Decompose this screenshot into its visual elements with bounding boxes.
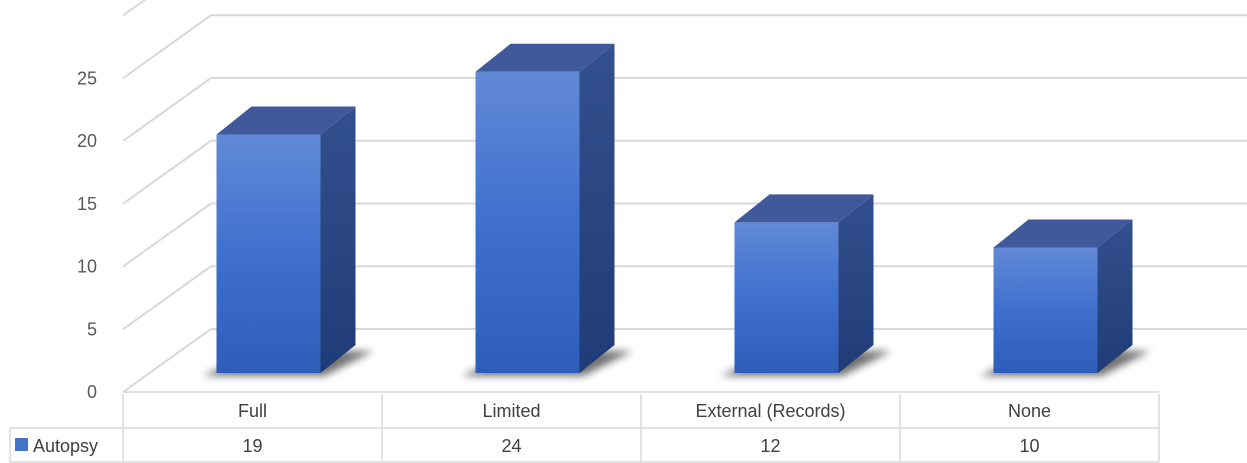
bar xyxy=(720,194,892,376)
bar-front xyxy=(734,222,839,373)
bar-top xyxy=(993,219,1133,248)
data-value: 12 xyxy=(760,436,780,456)
y-tick-label: 5 xyxy=(87,319,97,339)
bar-front xyxy=(216,134,321,373)
bar-top xyxy=(734,194,874,223)
gridline-wall xyxy=(122,139,212,205)
bar xyxy=(202,106,374,376)
gridline-wall xyxy=(122,265,212,331)
data-value: 19 xyxy=(242,436,262,456)
bar-top xyxy=(216,106,356,135)
gridline-wall xyxy=(122,14,212,80)
y-tick-label: 10 xyxy=(77,257,97,277)
gridline-wall xyxy=(122,77,212,142)
y-tick-label: 0 xyxy=(87,382,97,402)
bar xyxy=(979,219,1151,376)
y-tick-label: 15 xyxy=(77,194,97,214)
bar-side xyxy=(838,194,874,373)
bar-front xyxy=(993,247,1098,373)
data-table: Full 19 Limited 24 External (Records) 12 None 1… xyxy=(9,394,1160,463)
data-value: 10 xyxy=(1019,436,1039,456)
gridline-wall xyxy=(122,0,147,17)
legend-key xyxy=(15,438,28,451)
bar xyxy=(461,43,633,376)
gridline-wall xyxy=(122,328,212,393)
bar-top xyxy=(475,43,615,72)
bar-side xyxy=(320,106,356,374)
legend-series-name: Autopsy xyxy=(33,436,98,456)
category-label: External (Records) xyxy=(695,401,845,421)
category-label: Full xyxy=(238,401,267,421)
category-label: Limited xyxy=(482,401,540,421)
bar-side xyxy=(1097,219,1133,373)
category-label: None xyxy=(1008,401,1051,421)
bar-front xyxy=(475,71,580,374)
data-value: 24 xyxy=(501,436,521,456)
y-tick-label: 20 xyxy=(77,131,97,151)
gridline-wall xyxy=(122,202,212,268)
bar-side xyxy=(579,43,615,374)
plot-area: 0 5 10 15 20 25 xyxy=(77,0,1247,402)
y-tick-label: 25 xyxy=(77,68,97,88)
